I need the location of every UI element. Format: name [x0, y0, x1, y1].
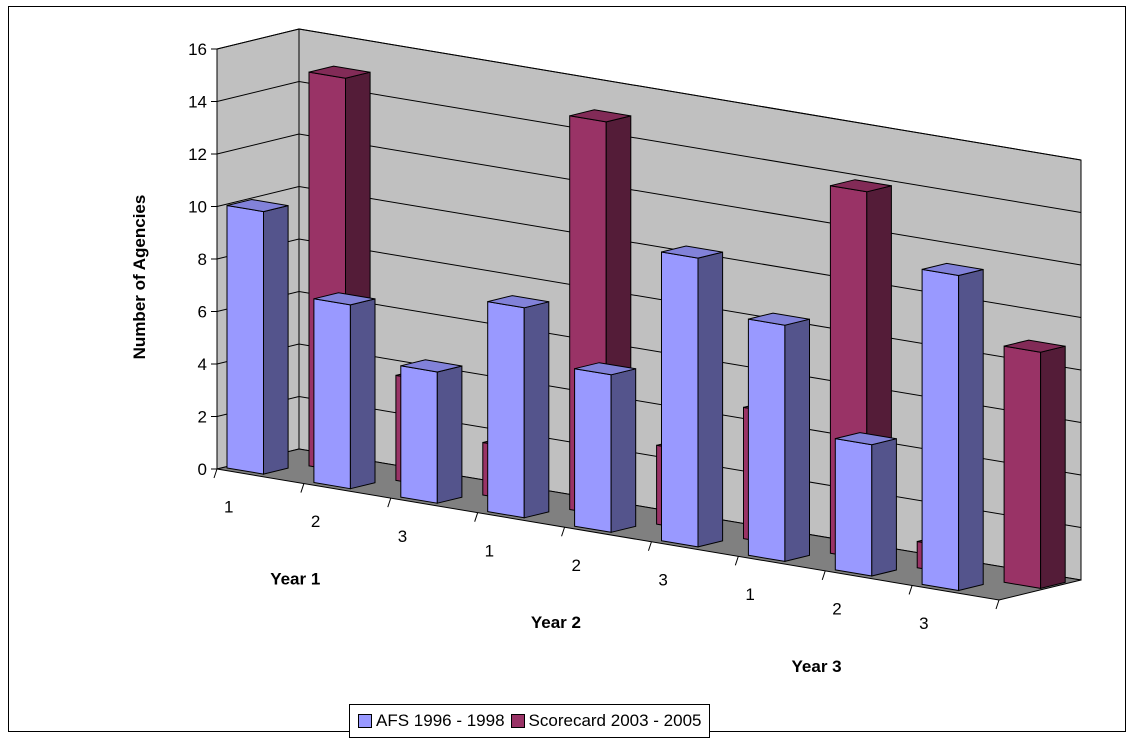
- x-tick-mark: [561, 527, 566, 537]
- bar-afs-side: [263, 204, 289, 475]
- x-tick-mark: [647, 541, 652, 551]
- y-tick-label: 6: [198, 303, 207, 322]
- x-tick-label: 3: [919, 614, 928, 633]
- group-label: Year 2: [531, 613, 581, 632]
- x-tick-mark: [474, 512, 479, 522]
- group-label: Year 3: [792, 657, 842, 676]
- bar-afs-side: [697, 251, 724, 548]
- bar-afs-side: [610, 368, 637, 533]
- bar-afs-front: [661, 251, 699, 548]
- x-tick-mark: [213, 468, 218, 479]
- x-tick-mark: [995, 599, 1000, 610]
- legend-swatch-scorecard: [510, 714, 525, 728]
- bar-afs-side: [871, 438, 897, 577]
- legend-label-scorecard: Scorecard 2003 - 2005: [528, 711, 702, 730]
- x-tick-label: 2: [832, 600, 841, 619]
- legend-label-afs: AFS 1996 - 1998: [376, 711, 505, 730]
- y-tick-label: 16: [188, 40, 207, 59]
- bar-afs-side: [349, 298, 376, 490]
- gridline: [216, 185, 1082, 318]
- y-tick-label: 0: [198, 460, 207, 479]
- bar-afs-top: [835, 432, 897, 446]
- x-tick-label: 2: [311, 512, 320, 531]
- bar-afs-front: [921, 268, 960, 592]
- x-tick-mark: [821, 570, 826, 581]
- bar-afs-top: [574, 362, 636, 376]
- bar-scorecard-top: [1003, 339, 1066, 353]
- legend-swatch-afs: [358, 714, 372, 728]
- bar-afs-side: [958, 268, 984, 592]
- y-tick-label: 4: [198, 355, 207, 374]
- x-tick-mark: [734, 556, 739, 566]
- y-tick-label: 8: [198, 250, 207, 269]
- x-tick-label: 2: [572, 556, 581, 575]
- bar-scorecard-top: [830, 179, 892, 193]
- bar-afs-side: [523, 301, 550, 519]
- legend-item-scorecard: Scorecard 2003 - 2005: [510, 711, 702, 731]
- x-tick-mark: [300, 483, 305, 493]
- y-tick-label: 10: [188, 198, 207, 217]
- y-axis-title: Number of Agencies: [130, 195, 149, 360]
- bar-afs-front: [574, 368, 612, 533]
- bar-scorecard-front: [1003, 345, 1042, 589]
- bar-afs-side: [436, 365, 463, 504]
- bar-afs-top: [400, 359, 463, 373]
- bar-afs-front: [834, 438, 873, 577]
- bar-afs-front: [226, 204, 264, 475]
- bar-scorecard-top: [569, 109, 631, 123]
- bar-afs-top: [487, 295, 549, 309]
- legend: AFS 1996 - 1998 Scorecard 2003 - 2005: [349, 704, 711, 738]
- bar-scorecard-top: [308, 65, 371, 79]
- x-tick-mark: [387, 497, 392, 508]
- bar-afs-top: [921, 262, 984, 277]
- x-tick-label: 1: [485, 541, 494, 560]
- bar-afs-front: [747, 318, 786, 562]
- group-label: Year 1: [270, 569, 320, 588]
- bar-afs-front: [487, 301, 525, 519]
- x-tick-label: 1: [224, 498, 233, 517]
- bar-afs-front: [313, 298, 351, 490]
- bar-afs-top: [313, 292, 376, 306]
- y-tick-label: 2: [198, 408, 207, 427]
- gridline: [216, 133, 1082, 266]
- bar-afs-top: [661, 245, 723, 259]
- bar-scorecard-side: [1040, 345, 1066, 590]
- x-tick-label: 1: [745, 585, 754, 604]
- x-tick-mark: [908, 585, 913, 595]
- bar-afs-front: [400, 365, 438, 504]
- gridline: [216, 80, 1082, 213]
- y-tick-label: 14: [188, 93, 207, 112]
- y-tick-label: 12: [188, 145, 207, 164]
- chart-frame: 0 2 4 6 8 10 12 14 16 Number of Agencies 1 2 3 Year 1…: [8, 6, 1126, 738]
- bar-afs-side: [784, 318, 810, 563]
- legend-item-afs: AFS 1996 - 1998: [358, 711, 505, 731]
- bar-afs-top: [748, 312, 810, 326]
- x-tick-label: 3: [398, 527, 407, 546]
- x-tick-label: 3: [658, 570, 667, 589]
- gridline: [216, 28, 1082, 161]
- bar-afs-top: [226, 198, 289, 213]
